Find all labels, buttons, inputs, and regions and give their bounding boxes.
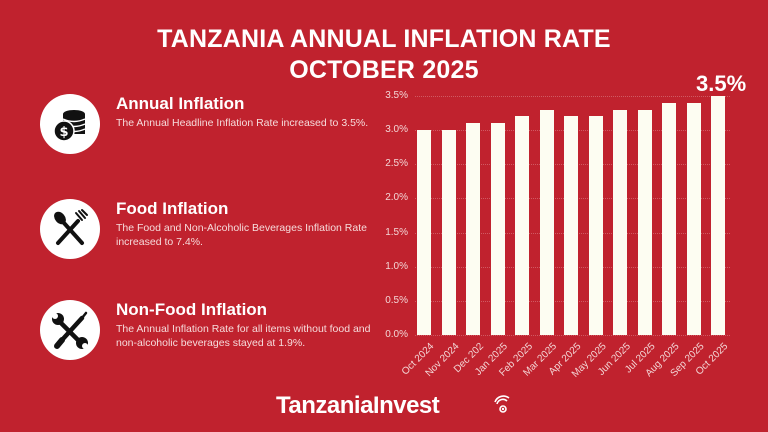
y-tick-label: 2.5%: [385, 158, 408, 170]
page-title: TANZANIA ANNUAL INFLATION RATE OCTOBER 2…: [0, 24, 768, 86]
latest-value-callout: 3.5%: [696, 71, 747, 96]
y-tick-label: 1.0%: [385, 260, 408, 272]
y-tick-label: 2.0%: [385, 192, 408, 204]
bar-jul-2025: [637, 109, 652, 335]
item-description: The Food and Non-Alcoholic Beverages Inf…: [116, 222, 367, 248]
gridline: [415, 335, 730, 336]
food-inflation-block: Food Inflation The Food and Non-Alcoholi…: [40, 199, 380, 269]
non-food-inflation-block: Non-Food Inflation The Annual Inflation …: [40, 300, 380, 370]
annual-inflation-block: $ Annual Inflation The Annual Headline I…: [40, 94, 380, 164]
y-tick-label: 0.0%: [385, 329, 408, 340]
title-line-1: TANZANIA ANNUAL INFLATION RATE: [157, 25, 611, 53]
wrench-screwdriver-icon: [40, 300, 100, 360]
y-tick-label: 0.5%: [385, 294, 408, 306]
item-heading: Non-Food Inflation: [116, 300, 268, 319]
bar-apr-2025: [564, 116, 578, 335]
bar-feb-2025: [515, 116, 529, 335]
y-tick-label: 3.0%: [385, 124, 408, 136]
bar-dec-202: [466, 123, 480, 335]
logo-text: TanzaniaInvest: [276, 392, 440, 419]
item-heading: Annual Inflation: [116, 94, 245, 113]
bar-nov-2024: [441, 130, 456, 335]
item-heading: Food Inflation: [116, 199, 229, 218]
coins-dollar-icon: $: [40, 94, 100, 154]
title-line-2: OCTOBER 2025: [289, 56, 479, 84]
tanzaniainvest-logo: TanzaniaInvest: [276, 392, 510, 420]
bar-jan-2025: [490, 123, 505, 335]
svg-text:$: $: [59, 125, 68, 140]
y-tick-label: 3.5%: [385, 89, 408, 101]
bar-oct-2024: [417, 130, 431, 335]
spoon-fork-icon: [40, 199, 100, 259]
item-description: The Annual Headline Inflation Rate incre…: [116, 117, 369, 129]
bar-jun-2025: [613, 109, 627, 335]
y-tick-label: 1.5%: [385, 226, 408, 238]
bar-mar-2025: [539, 109, 554, 335]
signal-pin-icon: [494, 395, 510, 413]
bar-oct-2025: [711, 95, 725, 335]
bar-sep-2025: [686, 102, 701, 335]
bar-may-2025: [588, 116, 603, 335]
item-description: The Annual Inflation Rate for all items …: [116, 323, 371, 349]
bar-aug-2025: [662, 102, 676, 335]
gridline: [415, 95, 730, 97]
